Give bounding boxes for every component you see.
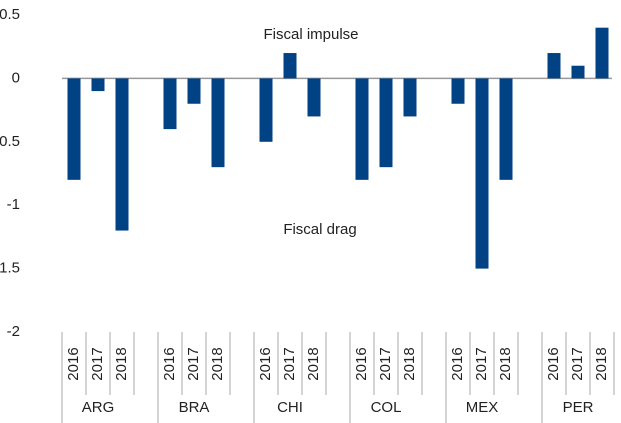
x-tick-label: 2018 bbox=[401, 347, 418, 380]
x-tick-label: 2018 bbox=[305, 347, 322, 380]
y-tick-label: 0 bbox=[12, 69, 20, 86]
bar bbox=[379, 78, 393, 168]
bar bbox=[571, 65, 585, 79]
annotation: Fiscal impulse bbox=[263, 26, 358, 43]
group-label: CHI bbox=[277, 399, 303, 416]
annotation: Fiscal drag bbox=[283, 221, 356, 238]
bar bbox=[451, 78, 465, 104]
bar bbox=[115, 78, 129, 231]
bar bbox=[307, 78, 321, 117]
y-tick-label: -2 bbox=[7, 323, 20, 340]
bar bbox=[91, 78, 105, 92]
group-label: COL bbox=[371, 399, 402, 416]
x-tick-label: 2017 bbox=[185, 347, 202, 380]
x-tick-label: 2016 bbox=[65, 347, 82, 380]
x-tick-label: 2018 bbox=[209, 347, 226, 380]
bar bbox=[67, 78, 81, 180]
x-tick-label: 2018 bbox=[113, 347, 130, 380]
x-tick-label: 2017 bbox=[569, 347, 586, 380]
bar bbox=[499, 78, 513, 180]
group-label: PER bbox=[563, 399, 594, 416]
bar bbox=[355, 78, 369, 180]
bar bbox=[403, 78, 417, 117]
bar bbox=[187, 78, 201, 104]
x-tick-label: 2016 bbox=[545, 347, 562, 380]
bar bbox=[211, 78, 225, 168]
x-tick-label: 2016 bbox=[353, 347, 370, 380]
x-tick-label: 2017 bbox=[281, 347, 298, 380]
y-tick-label: -1.5 bbox=[0, 260, 20, 277]
y-tick-label: -1 bbox=[7, 196, 20, 213]
x-tick-label: 2018 bbox=[497, 347, 514, 380]
bar bbox=[595, 27, 609, 79]
x-tick-label: 2016 bbox=[161, 347, 178, 380]
x-tick-label: 2017 bbox=[473, 347, 490, 380]
bar bbox=[283, 53, 297, 79]
x-tick-label: 2017 bbox=[89, 347, 106, 380]
bar bbox=[259, 78, 273, 142]
group-label: BRA bbox=[179, 399, 210, 416]
bar bbox=[475, 78, 489, 269]
bar bbox=[163, 78, 177, 130]
group-label: MEX bbox=[466, 399, 499, 416]
y-tick-label: -0.5 bbox=[0, 133, 20, 150]
x-tick-label: 2016 bbox=[449, 347, 466, 380]
x-tick-label: 2016 bbox=[257, 347, 274, 380]
group-label: ARG bbox=[82, 399, 115, 416]
y-tick-label: 0.5 bbox=[0, 6, 20, 23]
x-tick-label: 2018 bbox=[593, 347, 610, 380]
x-tick-label: 2017 bbox=[377, 347, 394, 380]
bar bbox=[547, 53, 561, 79]
